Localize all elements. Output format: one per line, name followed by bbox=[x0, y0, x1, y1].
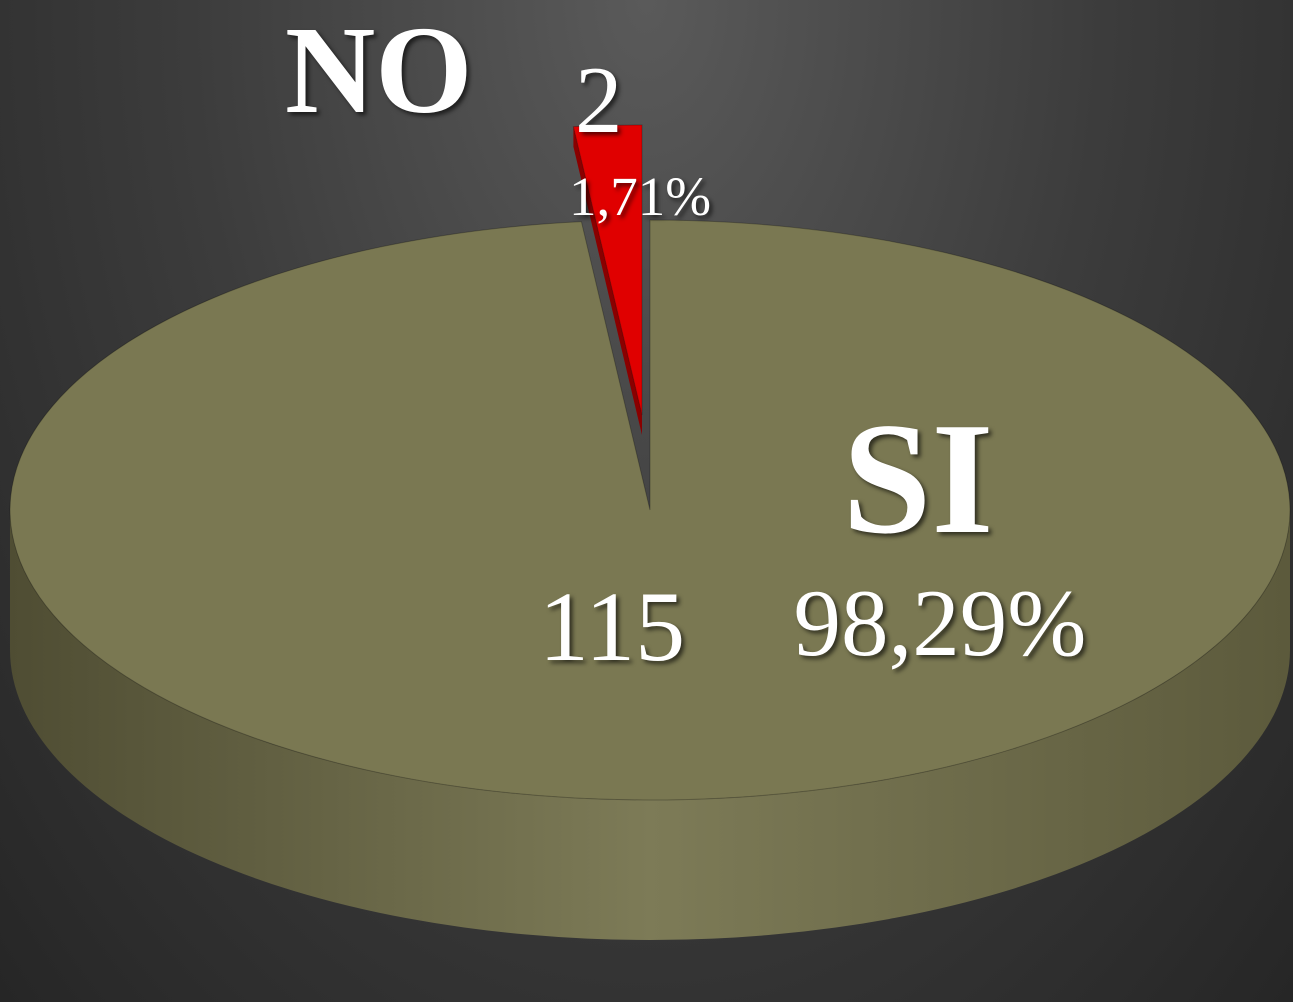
pie-slice bbox=[572, 124, 643, 416]
slice-side bbox=[573, 126, 642, 435]
category-label: NO bbox=[285, 2, 473, 140]
category-label: SI bbox=[842, 389, 993, 567]
pie-slice bbox=[9, 219, 1291, 801]
percentage-label: 1,71% bbox=[569, 166, 711, 227]
value-label: 2 bbox=[575, 47, 623, 153]
percentage-label: 98,29% bbox=[794, 570, 1087, 676]
slice-side bbox=[10, 510, 1290, 940]
value-label: 115 bbox=[539, 571, 685, 682]
pie bbox=[9, 124, 1291, 940]
